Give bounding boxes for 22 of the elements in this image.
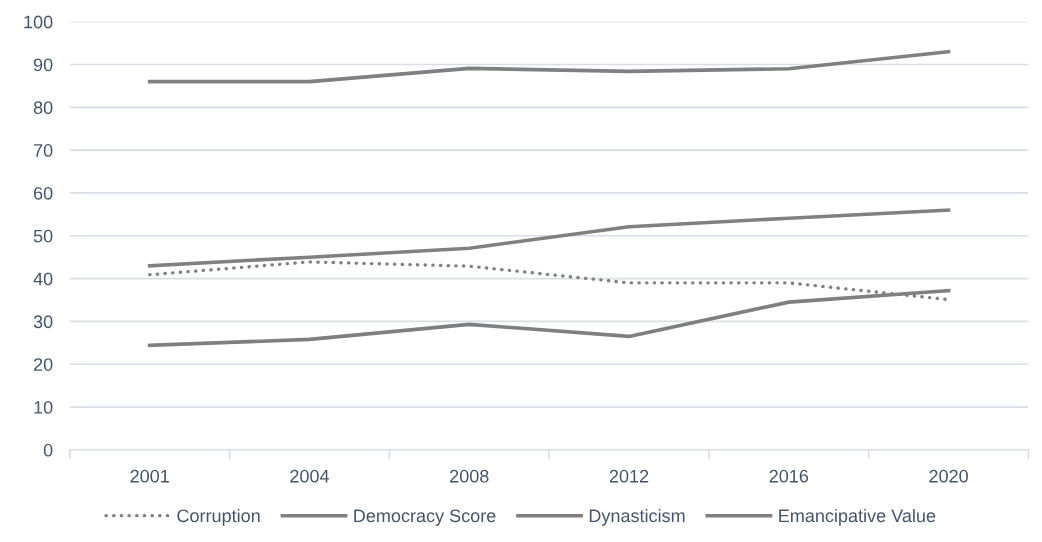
y-tick-label: 40 bbox=[33, 272, 53, 286]
y-tick-label: 10 bbox=[34, 400, 53, 414]
legend-label: Democracy Score bbox=[354, 509, 496, 526]
x-tick-label: 2020 bbox=[929, 469, 968, 483]
legend-label: Corruption bbox=[177, 508, 260, 526]
y-tick-label: 80 bbox=[33, 101, 53, 115]
y-tick-label: 60 bbox=[33, 186, 53, 200]
y-tick-label: 70 bbox=[33, 144, 53, 157]
y-tick-label: 20 bbox=[33, 358, 53, 371]
y-tick-label: 100 bbox=[24, 15, 53, 29]
x-tick-label: 2001 bbox=[130, 469, 169, 483]
line-series bbox=[147, 49, 951, 84]
y-tick-label: 30 bbox=[33, 315, 53, 329]
x-tick-label: 2004 bbox=[290, 469, 330, 483]
x-tick-label: 2012 bbox=[609, 469, 649, 483]
x-tick-label: 2016 bbox=[769, 469, 809, 483]
y-tick-label: 0 bbox=[43, 443, 53, 457]
y-tick-label: 90 bbox=[33, 58, 53, 72]
legend-label: Dynasticism bbox=[589, 508, 685, 526]
x-tick-label: 2008 bbox=[450, 469, 489, 483]
y-tick-label: 50 bbox=[33, 229, 53, 243]
legend-label: Emancipative Value bbox=[779, 508, 936, 526]
